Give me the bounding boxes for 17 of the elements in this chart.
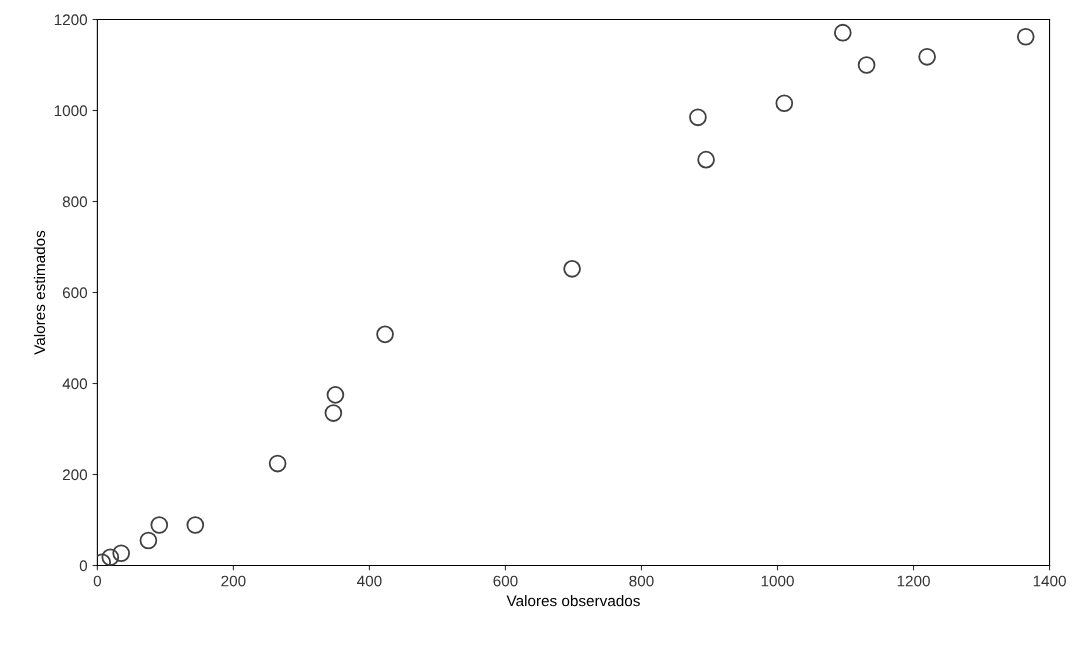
x-tick-label: 800 <box>629 575 654 587</box>
x-tick-label: 1000 <box>761 575 794 587</box>
x-axis-title: Valores observados <box>506 595 640 607</box>
y-tick-label: 400 <box>62 378 88 390</box>
x-tick-label: 200 <box>221 575 246 587</box>
x-tick-label: 0 <box>93 575 102 587</box>
y-tick-label: 200 <box>62 469 88 481</box>
y-tick-label: 800 <box>62 196 88 208</box>
y-tick-label: 0 <box>79 560 88 572</box>
x-tick-label: 600 <box>493 575 518 587</box>
x-tick-label: 1400 <box>1033 575 1066 587</box>
y-tick-label: 600 <box>62 287 88 299</box>
y-tick-label: 1000 <box>54 105 88 117</box>
y-tick-label: 1200 <box>54 14 88 26</box>
x-tick-label: 400 <box>357 575 382 587</box>
y-axis-title: Valores estimados <box>33 230 46 355</box>
x-tick-label: 1200 <box>897 575 930 587</box>
